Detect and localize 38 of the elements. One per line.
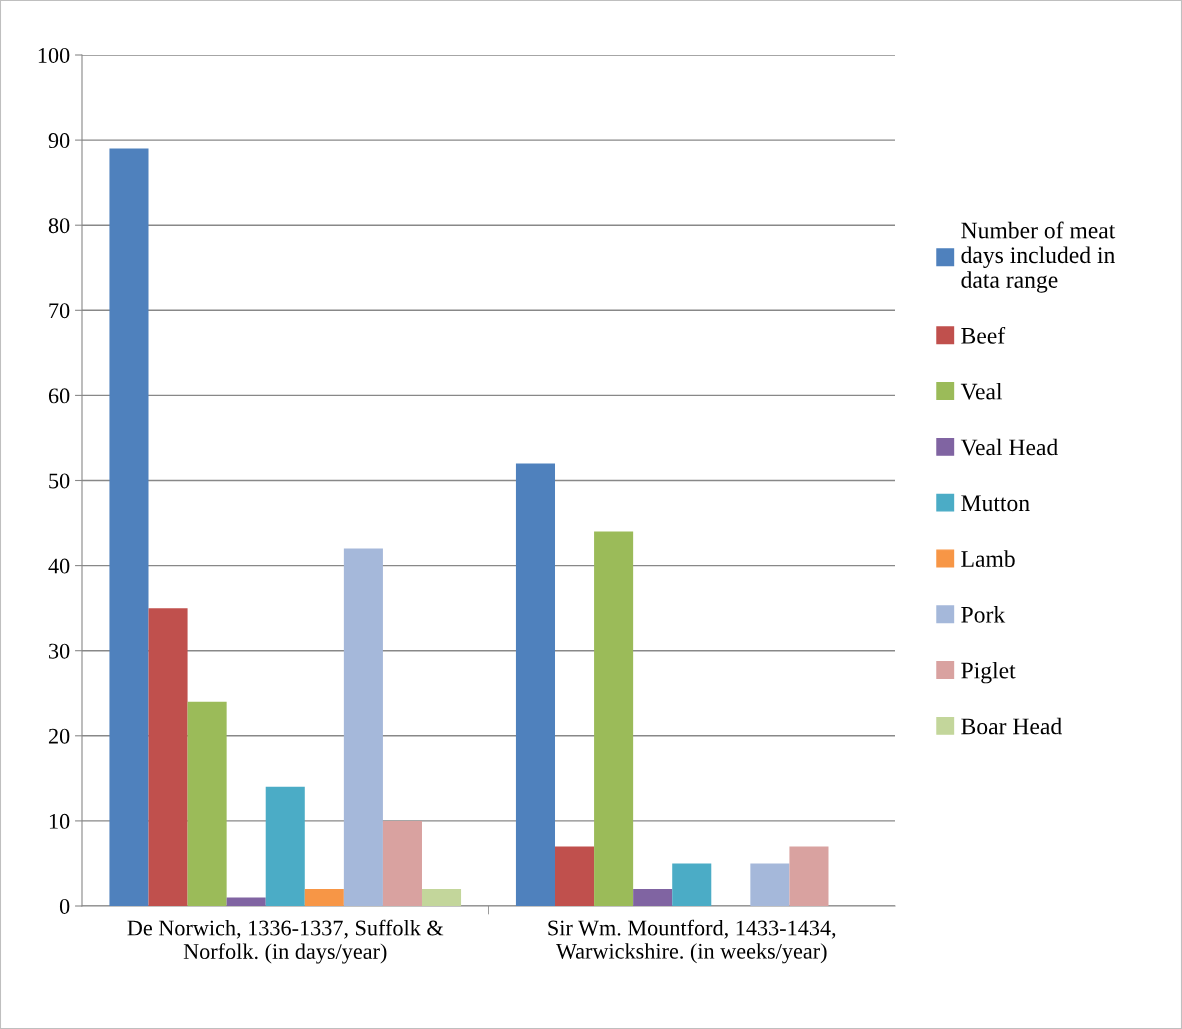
legend-label: Beef xyxy=(961,326,1006,344)
y-tick-label: 70 xyxy=(49,303,70,319)
legend-label: Boar Head xyxy=(961,717,1062,735)
x-tick-label: Sir Wm. Mountford, 1433-1434, Warwickshire. (in weeks/year) xyxy=(548,919,836,964)
bar xyxy=(633,888,673,906)
bar xyxy=(109,148,149,906)
legend-label: Mutton xyxy=(961,495,1030,512)
y-tick-label: 40 xyxy=(48,558,70,574)
legend-label: Veal Head xyxy=(960,438,1058,456)
bar xyxy=(555,846,595,906)
y-tick-label: 80 xyxy=(48,218,70,234)
legend-label: Piglet xyxy=(961,661,1016,684)
y-tick-label: 30 xyxy=(49,643,70,659)
legend-label: Pork xyxy=(961,606,1006,623)
bar xyxy=(226,897,266,906)
y-tick-label: 90 xyxy=(48,133,70,149)
bar xyxy=(750,863,790,906)
bar xyxy=(421,888,462,906)
legend-label: Number of meat days included in data range xyxy=(961,221,1116,293)
y-tick-label: 0 xyxy=(59,898,70,914)
y-tick-label: 100 xyxy=(38,47,70,63)
y-tick-label: 10 xyxy=(49,813,70,829)
bar xyxy=(515,463,556,906)
bar xyxy=(304,888,344,906)
x-tick-label: De Norwich, 1336-1337, Suffolk & Norfolk. (in days/year) xyxy=(127,919,444,964)
bar xyxy=(148,608,188,906)
bar xyxy=(594,531,634,906)
bar xyxy=(789,846,829,906)
y-tick-label: 60 xyxy=(48,388,70,404)
y-tick-label: 50 xyxy=(49,473,70,489)
bar xyxy=(343,548,383,906)
legend-label: Veal xyxy=(960,382,1003,400)
y-tick-label: 20 xyxy=(48,728,70,744)
legend-label: Lamb xyxy=(961,550,1015,567)
bar xyxy=(265,786,305,906)
bar xyxy=(382,820,422,906)
bar xyxy=(187,701,227,906)
bar xyxy=(672,863,712,906)
